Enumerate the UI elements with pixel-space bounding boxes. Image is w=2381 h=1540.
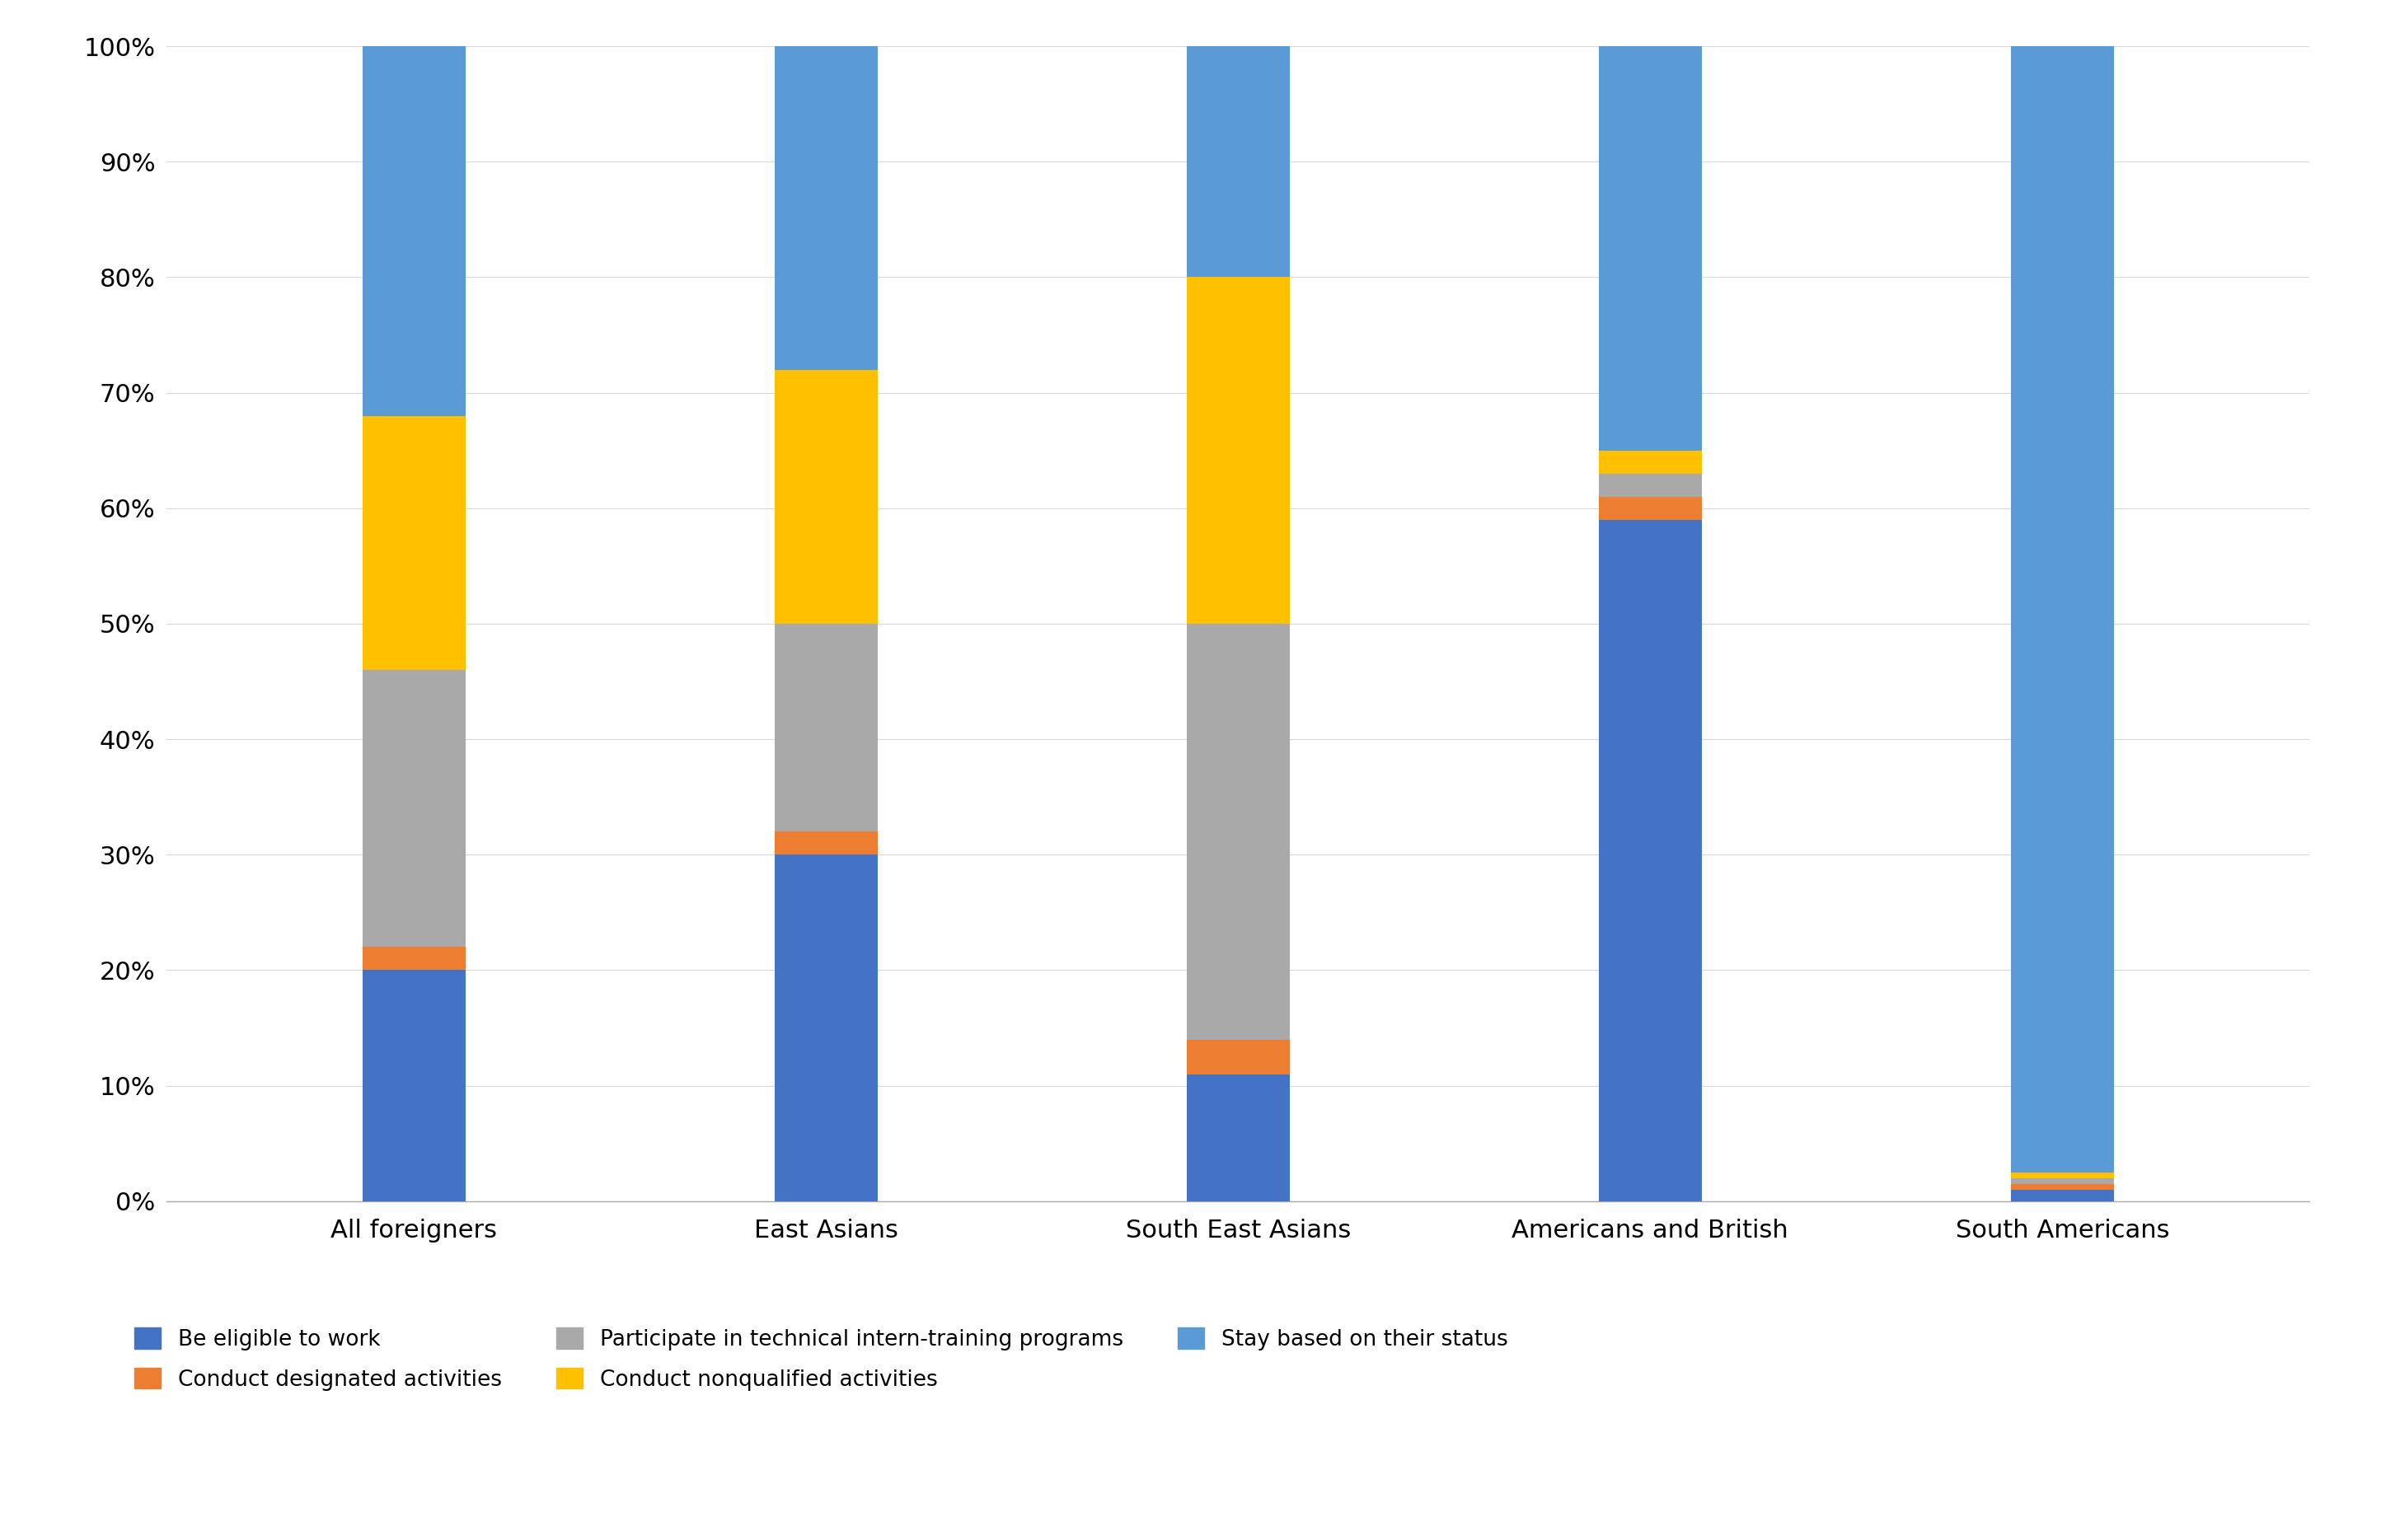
Bar <box>2012 1189 2114 1201</box>
Bar <box>1186 1075 1291 1201</box>
Bar <box>2012 46 2114 1172</box>
Bar <box>1598 450 1702 474</box>
Bar <box>2012 1184 2114 1189</box>
Bar <box>774 832 879 855</box>
Bar <box>362 947 464 970</box>
Bar <box>1186 624 1291 1040</box>
Bar <box>1186 277 1291 624</box>
Bar <box>362 970 464 1201</box>
Bar <box>1186 1040 1291 1075</box>
Bar <box>1186 46 1291 277</box>
Bar <box>1598 496 1702 521</box>
Bar <box>1598 474 1702 497</box>
Bar <box>2012 1172 2114 1178</box>
Bar <box>774 370 879 624</box>
Bar <box>774 624 879 832</box>
Bar <box>774 46 879 370</box>
Bar <box>1598 46 1702 450</box>
Bar <box>2012 1178 2114 1184</box>
Legend: Be eligible to work, Conduct designated activities, Participate in technical int: Be eligible to work, Conduct designated … <box>136 1327 1507 1391</box>
Bar <box>362 416 464 670</box>
Bar <box>362 46 464 416</box>
Bar <box>362 670 464 947</box>
Bar <box>1598 521 1702 1201</box>
Bar <box>774 855 879 1201</box>
